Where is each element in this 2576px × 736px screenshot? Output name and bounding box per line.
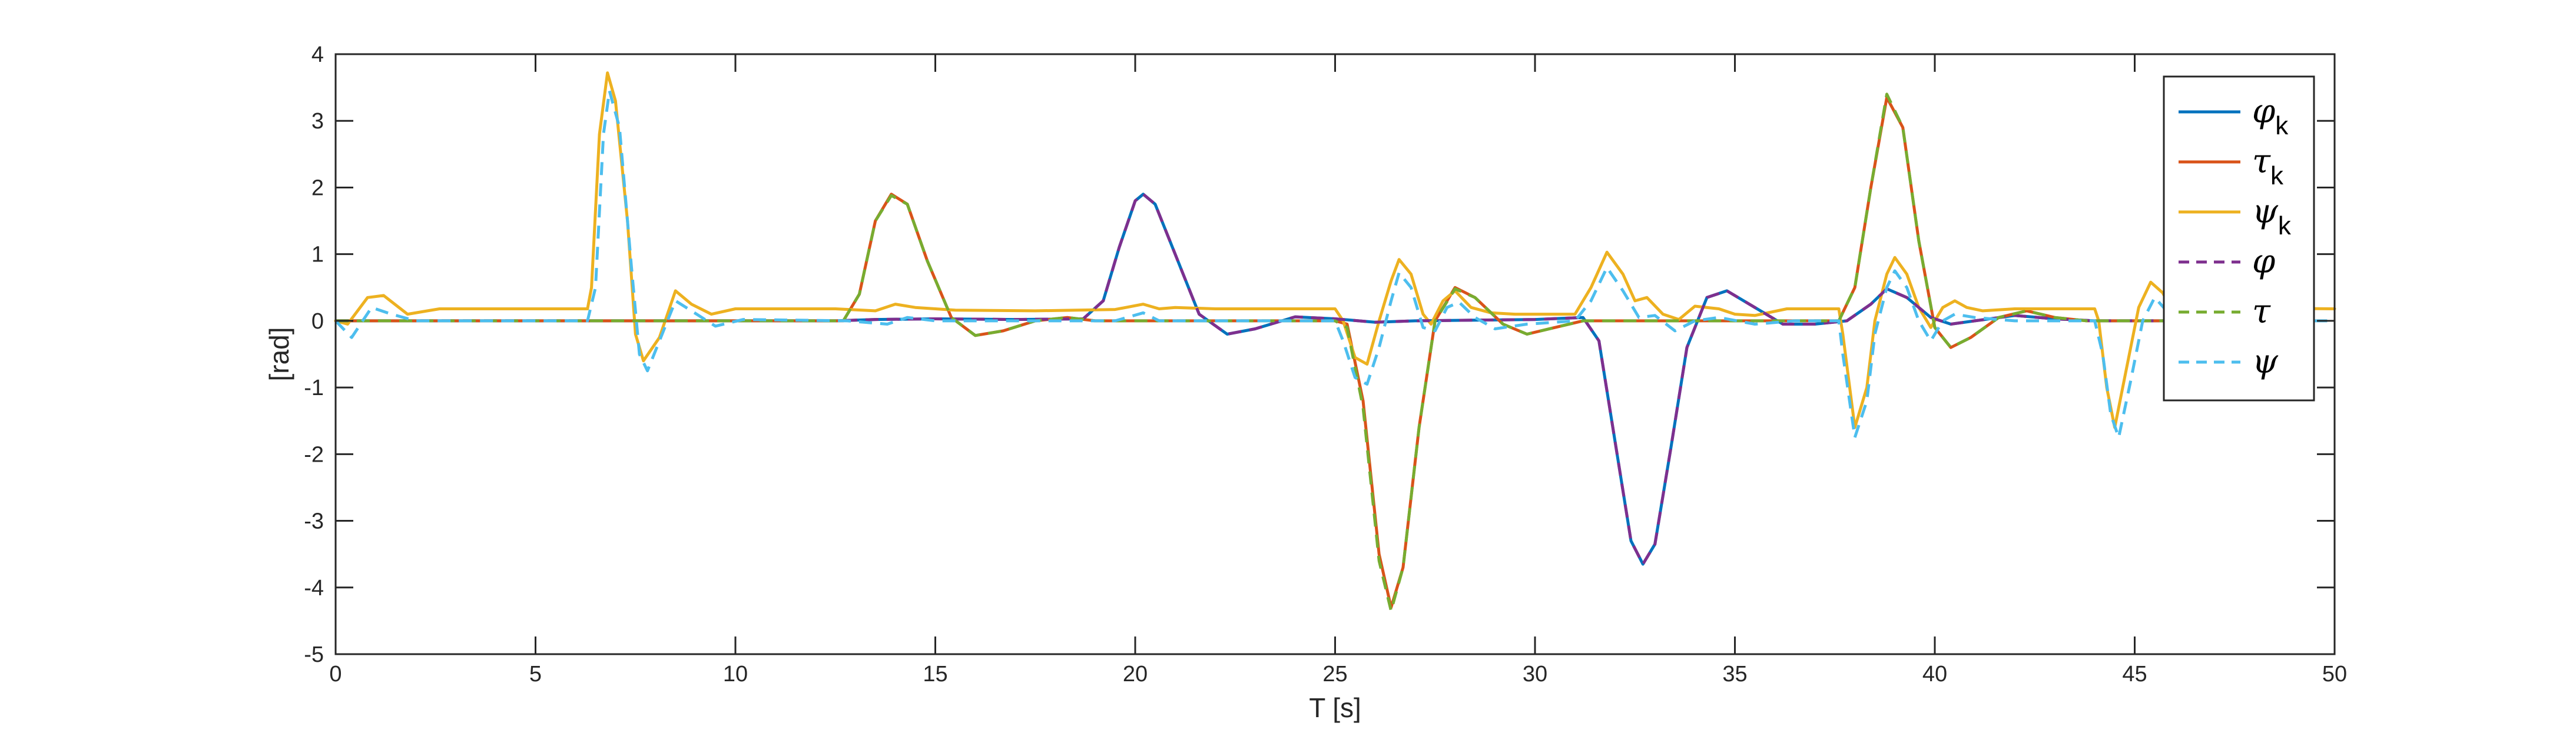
x-tick-label: 35 <box>1722 662 1747 687</box>
y-tick-label: 4 <box>311 42 324 67</box>
y-axis-label: [rad] <box>264 327 294 381</box>
x-axis-label: T [s] <box>1309 692 1361 723</box>
series-line-5 <box>336 92 2175 612</box>
legend-label-2: τk <box>2252 142 2284 190</box>
x-tick-label: 25 <box>1322 662 1347 687</box>
tick-labels: 0 5 10 15 20 25 30 35 40 45 50 -5 -4 -3 -2 -1 0 1 2 3 4 <box>304 42 2347 687</box>
legend-box <box>2163 75 2315 402</box>
y-tick-label: -4 <box>304 576 324 601</box>
x-tick-label: 50 <box>2322 662 2347 687</box>
legend-label-4: φ <box>2252 243 2275 281</box>
x-tick-label: 30 <box>1523 662 1547 687</box>
y-tick-label: 2 <box>311 175 324 200</box>
y-tick-label: 0 <box>311 309 324 334</box>
x-tick-label: 40 <box>1922 662 1947 687</box>
legend-label-3: ψk <box>2252 193 2292 240</box>
series-layer <box>334 71 2336 612</box>
y-tick-label: -5 <box>304 642 324 667</box>
x-tick-label: 20 <box>1123 662 1148 687</box>
y-tick-label: 3 <box>311 109 324 134</box>
x-tick-label: 15 <box>923 662 947 687</box>
x-tick-label: 5 <box>529 662 542 687</box>
y-tick-label: -2 <box>304 442 324 467</box>
plot-background <box>336 54 2335 654</box>
y-tick-label: 1 <box>311 243 324 267</box>
x-tick-label: 45 <box>2122 662 2147 687</box>
legend-label-1: φk <box>2252 92 2289 140</box>
plot-area <box>336 54 2335 654</box>
axes <box>334 53 2336 655</box>
y-tick-label: -1 <box>304 376 324 400</box>
x-tick-label: 0 <box>329 662 342 687</box>
series-line-4 <box>336 193 2175 566</box>
y-tick-label: -3 <box>304 509 324 534</box>
legend-label-6: ψ <box>2252 343 2279 381</box>
x-tick-label: 10 <box>723 662 748 687</box>
legend-label-5: τ <box>2252 293 2271 331</box>
series-line-6 <box>334 89 2335 439</box>
